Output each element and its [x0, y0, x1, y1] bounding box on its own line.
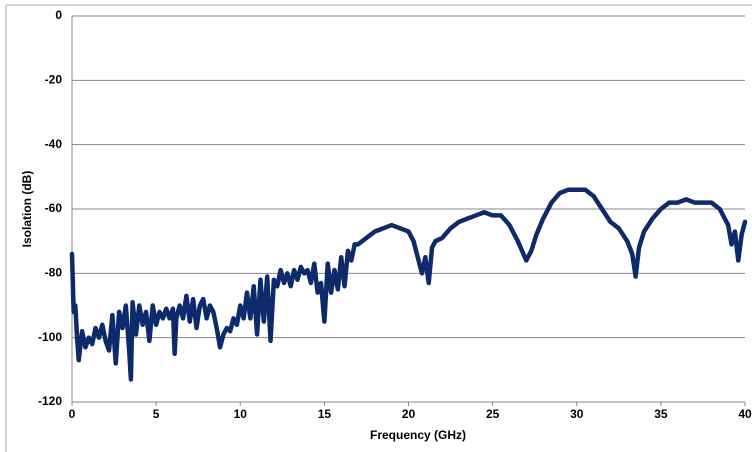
y-tick-label: -100	[38, 330, 62, 344]
x-tick-label: 15	[318, 407, 332, 421]
x-tick-label: 20	[402, 407, 416, 421]
y-tick-label: -80	[45, 266, 63, 280]
x-tick-label: 0	[69, 407, 76, 421]
x-tick-label: 25	[486, 407, 500, 421]
x-tick-label: 35	[654, 407, 668, 421]
x-tick-label: 10	[234, 407, 248, 421]
y-tick-label: -60	[45, 201, 63, 215]
x-tick-label: 5	[153, 407, 160, 421]
y-tick-label: 0	[55, 8, 62, 22]
y-tick-label: -20	[45, 73, 63, 87]
y-tick-label: -40	[45, 137, 63, 151]
x-tick-label: 40	[738, 407, 752, 421]
x-tick-label: 30	[570, 407, 584, 421]
data-line	[69, 187, 748, 382]
y-tick-label: -120	[38, 394, 62, 408]
y-axis-title: Isolation (dB)	[20, 171, 34, 248]
x-axis-title: Frequency (GHz)	[370, 428, 466, 442]
